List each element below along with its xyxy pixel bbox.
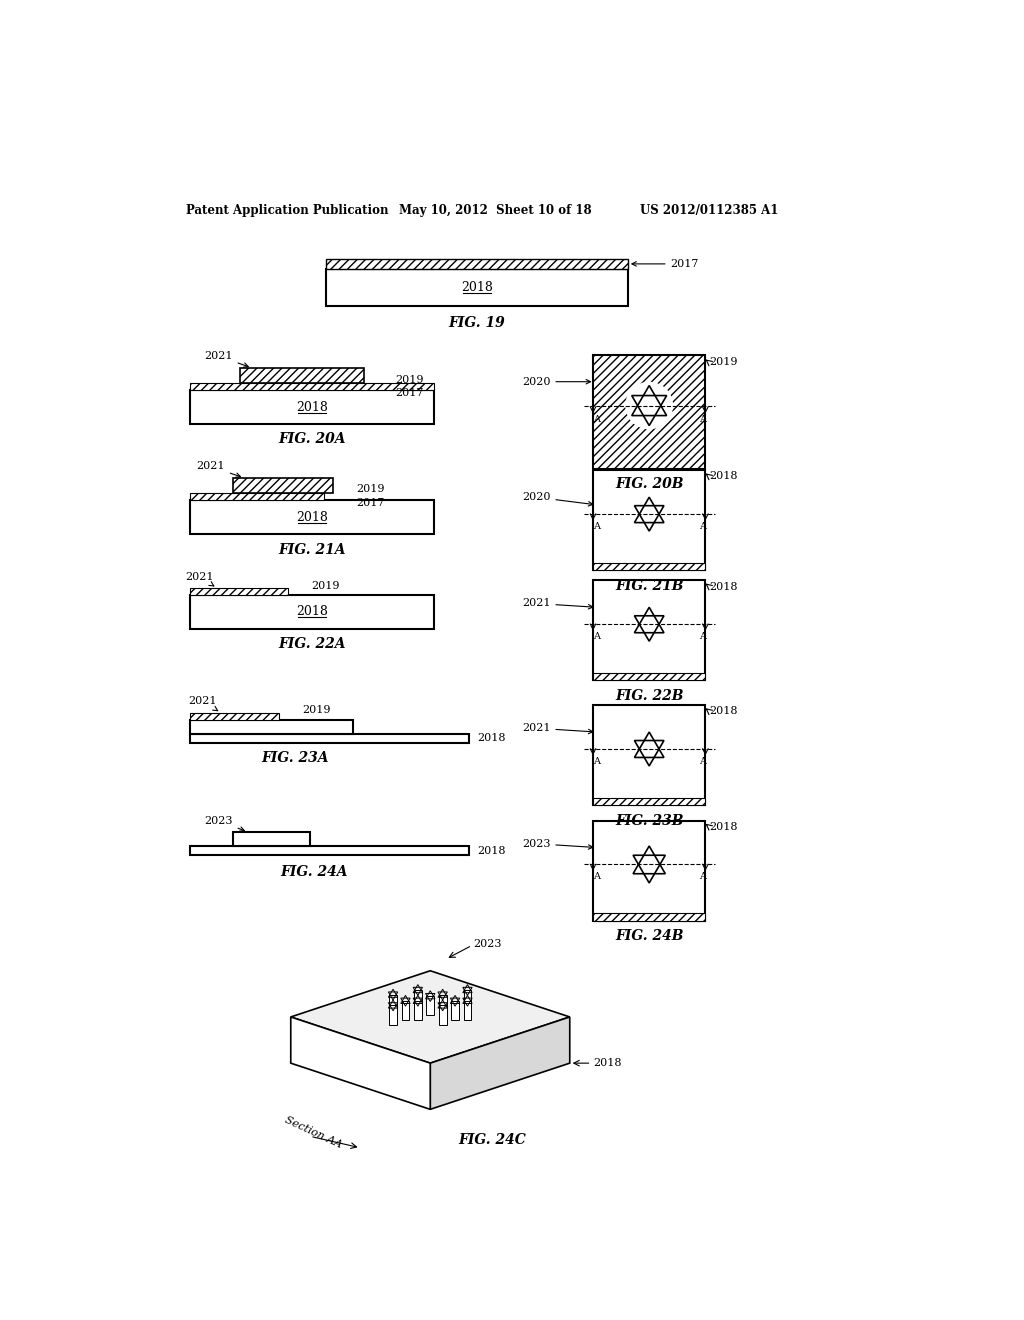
Bar: [438, 1006, 446, 1024]
Bar: [190, 719, 352, 734]
Text: 2019: 2019: [311, 581, 339, 591]
Text: A: A: [593, 521, 600, 531]
Text: 2018: 2018: [296, 400, 328, 413]
Text: 2020: 2020: [522, 492, 593, 506]
Text: 2017: 2017: [395, 388, 424, 399]
Bar: [190, 713, 280, 719]
Text: May 10, 2012  Sheet 10 of 18: May 10, 2012 Sheet 10 of 18: [399, 205, 592, 218]
Text: FIG. 22B: FIG. 22B: [615, 689, 683, 702]
Text: 2018: 2018: [710, 822, 737, 832]
Bar: [593, 821, 706, 921]
Text: 2018: 2018: [710, 706, 737, 717]
Text: FIG. 23B: FIG. 23B: [615, 813, 683, 828]
Bar: [593, 673, 706, 681]
Bar: [190, 589, 288, 595]
Text: A: A: [698, 521, 706, 531]
Bar: [593, 470, 706, 570]
Text: 2021: 2021: [522, 598, 593, 609]
Bar: [190, 500, 434, 535]
Text: FIG. 24A: FIG. 24A: [281, 865, 348, 879]
Text: FIG. 22A: FIG. 22A: [279, 638, 346, 651]
Text: FIG. 24B: FIG. 24B: [615, 929, 683, 942]
Polygon shape: [291, 970, 569, 1063]
Text: 2019: 2019: [356, 484, 385, 495]
Text: 2021: 2021: [188, 696, 218, 710]
Circle shape: [626, 383, 673, 429]
Text: 2020: 2020: [522, 376, 591, 387]
Bar: [232, 832, 310, 846]
Text: 2018: 2018: [710, 582, 737, 591]
Bar: [414, 1001, 422, 1020]
Text: FIG. 24C: FIG. 24C: [459, 1133, 526, 1147]
Text: 2018: 2018: [593, 1059, 622, 1068]
Bar: [593, 705, 706, 805]
Text: FIG. 21A: FIG. 21A: [279, 543, 346, 557]
Bar: [426, 997, 434, 1015]
Bar: [389, 1006, 397, 1024]
Bar: [190, 391, 434, 424]
Text: A: A: [593, 414, 600, 424]
Text: FIG. 20A: FIG. 20A: [279, 433, 346, 446]
Text: 2018: 2018: [296, 511, 328, 524]
Text: 2018: 2018: [296, 606, 328, 619]
Bar: [326, 259, 628, 269]
Bar: [593, 562, 706, 570]
Text: A: A: [593, 632, 600, 642]
Text: 2021: 2021: [522, 723, 593, 734]
Text: 2023: 2023: [473, 939, 502, 949]
Text: 2019: 2019: [710, 358, 737, 367]
Text: Patent Application Publication: Patent Application Publication: [186, 205, 389, 218]
Text: FIG. 21B: FIG. 21B: [615, 578, 683, 593]
Text: FIG. 19: FIG. 19: [449, 317, 505, 330]
Text: FIG. 20B: FIG. 20B: [615, 477, 683, 491]
Text: 2018: 2018: [461, 281, 493, 294]
Bar: [401, 1001, 410, 1020]
Bar: [593, 913, 706, 921]
Bar: [593, 797, 706, 805]
Text: A: A: [698, 414, 706, 424]
Polygon shape: [291, 1016, 430, 1109]
Text: 2021: 2021: [204, 351, 248, 367]
Text: 2017: 2017: [632, 259, 698, 269]
Bar: [593, 355, 706, 469]
Bar: [190, 595, 434, 628]
Bar: [190, 734, 469, 743]
Bar: [190, 494, 324, 500]
Bar: [190, 846, 469, 855]
Bar: [389, 995, 397, 1014]
Text: 2018: 2018: [477, 846, 505, 855]
Text: A: A: [593, 756, 600, 766]
Bar: [464, 1001, 471, 1020]
Bar: [232, 478, 334, 494]
Text: A: A: [593, 873, 600, 882]
Text: A: A: [698, 873, 706, 882]
Text: 2018: 2018: [710, 471, 737, 482]
Polygon shape: [430, 1016, 569, 1109]
Text: FIG. 23A: FIG. 23A: [261, 751, 329, 766]
Text: A: A: [698, 756, 706, 766]
Text: Section AA: Section AA: [283, 1115, 343, 1150]
Text: 2023: 2023: [522, 838, 593, 849]
Text: US 2012/0112385 A1: US 2012/0112385 A1: [640, 205, 778, 218]
Bar: [326, 269, 628, 306]
Bar: [464, 990, 471, 1010]
Text: 2021: 2021: [197, 462, 241, 478]
Text: 2017: 2017: [356, 498, 385, 508]
Text: 2021: 2021: [184, 572, 214, 586]
Bar: [414, 990, 422, 1010]
Bar: [241, 368, 365, 383]
Bar: [438, 995, 446, 1014]
Bar: [190, 383, 434, 391]
Text: 2019: 2019: [302, 705, 331, 715]
Text: A: A: [698, 632, 706, 642]
Text: 2019: 2019: [395, 375, 424, 385]
Bar: [452, 1001, 459, 1020]
Text: 2018: 2018: [477, 733, 505, 743]
Bar: [593, 581, 706, 681]
Text: 2023: 2023: [204, 816, 245, 832]
